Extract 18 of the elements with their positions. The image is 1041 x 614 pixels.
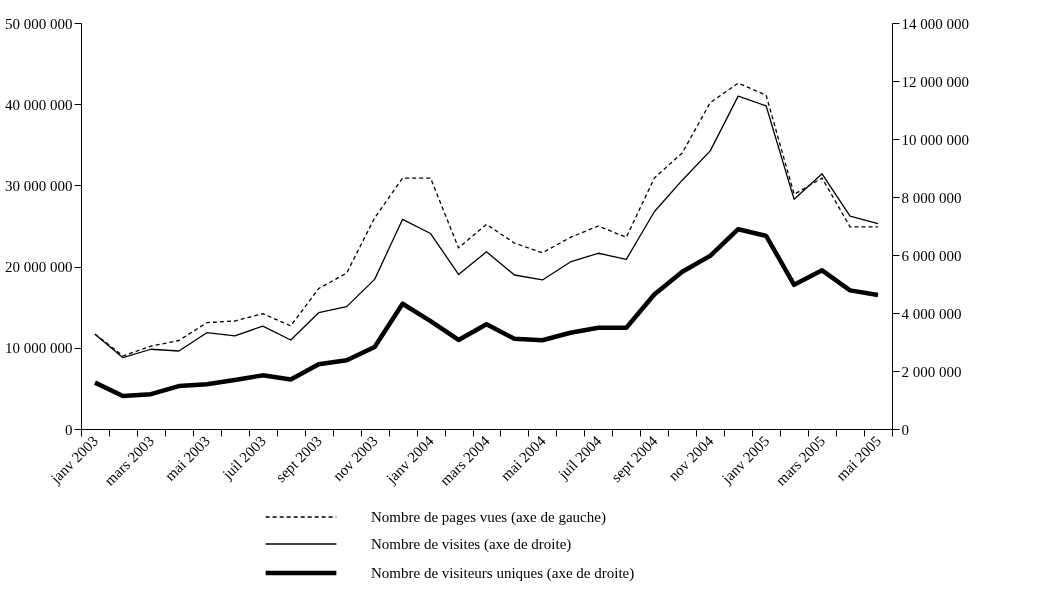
y2-tick-label: 8 000 000 <box>901 189 962 206</box>
y2-tick-label: 2 000 000 <box>901 363 962 380</box>
line-series <box>92 226 881 399</box>
y-tick-label: 10 000 000 <box>5 340 73 357</box>
y-tick-label: 30 000 000 <box>5 177 73 194</box>
y2-tick-label: 10 000 000 <box>901 131 969 148</box>
y2-tick-label: 0 <box>901 421 909 438</box>
y2-tick-label: 4 000 000 <box>901 305 962 322</box>
y-tick-label: 40 000 000 <box>5 96 73 113</box>
legend-label: Nombre de visiteurs uniques (axe de droite) <box>371 565 635 582</box>
y2-tick-label: 14 000 000 <box>901 15 969 32</box>
y-tick-label: 0 <box>65 421 73 438</box>
y2-tick-label: 6 000 000 <box>901 247 962 264</box>
y-tick-label: 20 000 000 <box>5 259 73 276</box>
y-tick-label: 50 000 000 <box>5 15 73 32</box>
legend-label: Nombre de pages vues (axe de gauche) <box>371 509 606 526</box>
legend-label: Nombre de visites (axe de droite) <box>371 536 572 553</box>
y2-tick-label: 12 000 000 <box>901 73 969 90</box>
